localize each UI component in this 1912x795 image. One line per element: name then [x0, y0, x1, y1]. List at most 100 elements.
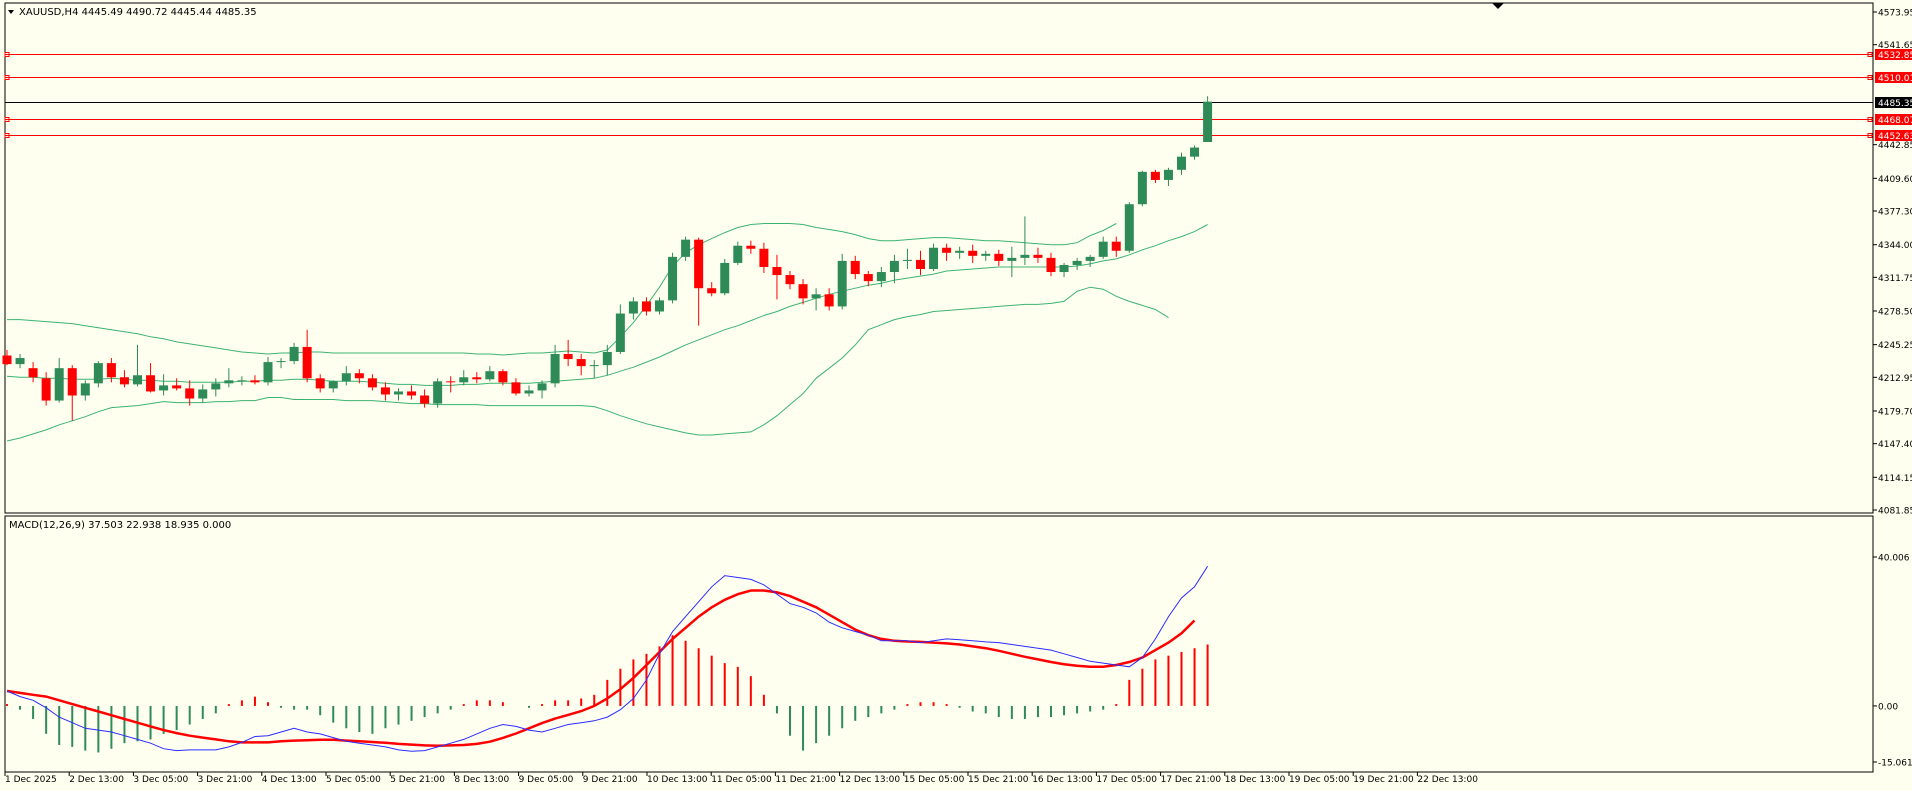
- time-tick-label: 3 Dec 21:00: [198, 775, 253, 785]
- candle-bull: [237, 380, 246, 381]
- candle-bull: [290, 347, 299, 361]
- candle-bear: [511, 382, 520, 393]
- time-tick-label: 9 Dec 21:00: [583, 775, 638, 785]
- candle-bear: [1033, 255, 1042, 258]
- price-tick-label: 4541.65: [1878, 41, 1912, 51]
- candle-bull: [198, 389, 207, 398]
- candle-bear: [864, 274, 873, 281]
- candle-bear: [759, 249, 768, 267]
- candle-bull: [159, 385, 168, 390]
- candle-bull: [616, 314, 625, 352]
- time-tick-label: 1 Dec 2025: [5, 775, 57, 785]
- candle-bull: [1060, 265, 1069, 272]
- candle-bull: [877, 272, 886, 281]
- time-tick-label: 17 Dec 05:00: [1096, 775, 1157, 785]
- time-tick-label: 11 Dec 21:00: [775, 775, 836, 785]
- time-tick-label: 9 Dec 05:00: [519, 775, 574, 785]
- candle-bull: [629, 301, 638, 313]
- candle-bear: [916, 260, 925, 269]
- candle-bear: [303, 347, 312, 378]
- candle-bear: [707, 288, 716, 293]
- candle-bear: [746, 246, 755, 249]
- candle-bull: [1125, 204, 1134, 251]
- price-tick-label: 4212.95: [1878, 374, 1912, 384]
- candle-bear: [994, 254, 1003, 261]
- candle-bull: [277, 361, 286, 362]
- time-tick-label: 18 Dec 13:00: [1225, 775, 1286, 785]
- candle-bull: [551, 354, 560, 383]
- candle-bear: [68, 368, 77, 395]
- time-tick-label: 15 Dec 21:00: [968, 775, 1029, 785]
- candle-bear: [407, 391, 416, 395]
- time-tick-label: 2 Dec 13:00: [69, 775, 124, 785]
- candle-bull: [838, 261, 847, 307]
- time-tick-label: 22 Dec 13:00: [1417, 775, 1478, 785]
- level-price-label: 4485.35: [1878, 99, 1912, 109]
- price-tick-label: 4573.95: [1878, 9, 1912, 19]
- candle-bear: [185, 388, 194, 398]
- candle-bull: [16, 358, 25, 364]
- candle-bear: [172, 385, 181, 388]
- candle-bull: [603, 352, 612, 365]
- symbol-title: XAUUSD,H4 4445.49 4490.72 4445.44 4485.3…: [19, 7, 257, 18]
- price-tick-label: 4377.30: [1878, 208, 1912, 218]
- candle-bear: [107, 363, 116, 377]
- candle-bull: [538, 383, 547, 390]
- candle-bear: [42, 378, 51, 400]
- candle-bull: [342, 373, 351, 381]
- macd-tick-label: 0.00: [1878, 702, 1898, 712]
- candle-bull: [264, 362, 273, 382]
- candle-bear: [420, 395, 429, 403]
- time-tick-label: 19 Dec 21:00: [1353, 775, 1414, 785]
- candle-bear: [851, 261, 860, 274]
- candle-bear: [564, 354, 573, 359]
- price-tick-label: 4278.50: [1878, 307, 1912, 317]
- time-tick-label: 11 Dec 05:00: [711, 775, 772, 785]
- price-tick-label: 4147.40: [1878, 440, 1912, 450]
- time-tick-label: 5 Dec 05:00: [326, 775, 381, 785]
- candle-bull: [81, 383, 90, 395]
- candle-bull: [1020, 255, 1029, 258]
- candle-bull: [668, 257, 677, 301]
- macd-tick-label: -15.061: [1878, 759, 1912, 769]
- time-tick-label: 10 Dec 13:00: [647, 775, 708, 785]
- time-tick-label: 4 Dec 13:00: [262, 775, 317, 785]
- candle-bear: [694, 240, 703, 289]
- candle-bull: [459, 377, 468, 382]
- candle-bear: [772, 267, 781, 275]
- candle-bear: [146, 375, 155, 391]
- candle-bull: [133, 375, 142, 384]
- price-tick-label: 4442.85: [1878, 141, 1912, 151]
- time-tick-label: 3 Dec 05:00: [133, 775, 188, 785]
- candle-bull: [211, 383, 220, 389]
- candle-bull: [655, 300, 664, 311]
- macd-title: MACD(12,26,9) 37.503 22.938 18.935 0.000: [9, 520, 231, 531]
- candle-bull: [224, 380, 233, 383]
- time-tick-label: 19 Dec 05:00: [1289, 775, 1350, 785]
- candle-bull: [981, 254, 990, 256]
- candle-bear: [968, 251, 977, 256]
- time-tick-label: 15 Dec 05:00: [904, 775, 965, 785]
- candle-bear: [355, 373, 364, 378]
- level-price-label: 4468.07: [1878, 116, 1912, 126]
- candle-bull: [812, 294, 821, 298]
- candle-bear: [799, 284, 808, 298]
- price-tick-label: 4245.25: [1878, 341, 1912, 351]
- price-tick-label: 4344.00: [1878, 241, 1912, 251]
- candle-bear: [3, 356, 12, 365]
- candle-bear: [577, 359, 586, 366]
- price-tick-label: 4409.60: [1878, 175, 1912, 185]
- candle-bull: [720, 263, 729, 293]
- candle-bear: [1047, 258, 1056, 272]
- candle-bear: [368, 378, 377, 387]
- candle-bull: [485, 371, 494, 379]
- candle-bull: [1138, 172, 1147, 204]
- candle-bear: [942, 248, 951, 253]
- candle-bull: [681, 240, 690, 257]
- candle-bear: [29, 368, 38, 377]
- level-price-label: 4532.85: [1878, 51, 1912, 61]
- candle-bear: [472, 377, 481, 379]
- price-tick-label: 4114.15: [1878, 474, 1912, 484]
